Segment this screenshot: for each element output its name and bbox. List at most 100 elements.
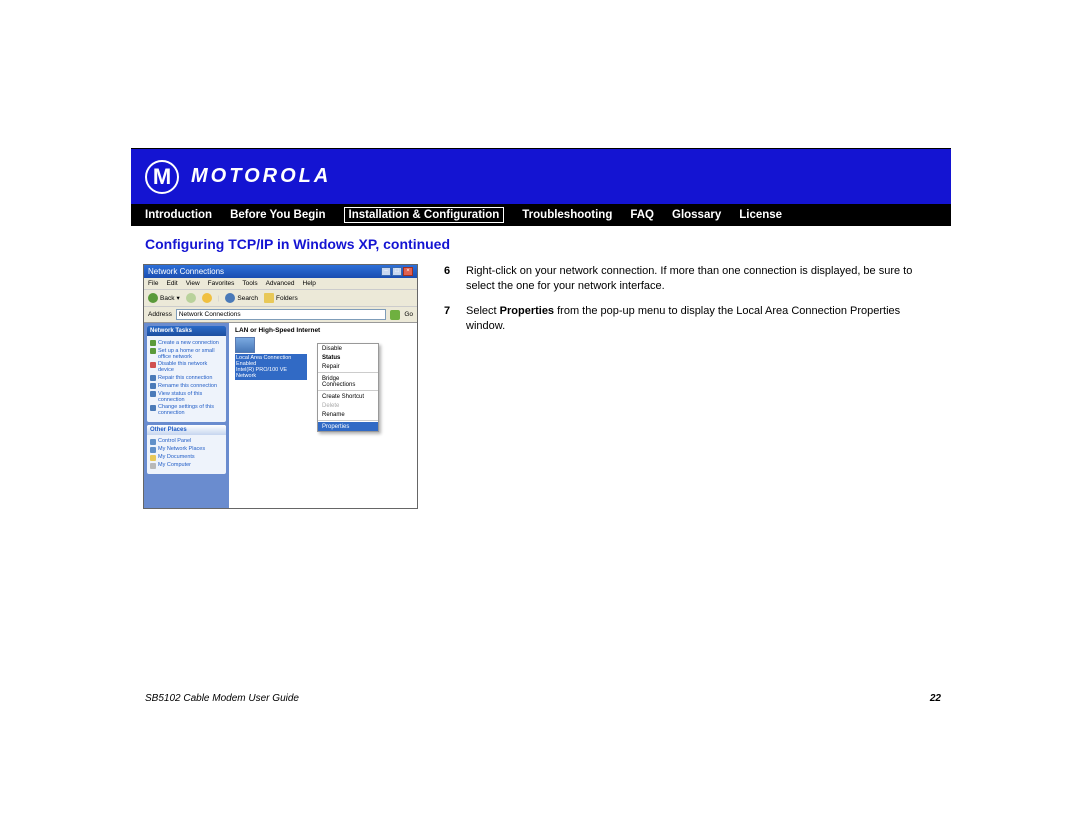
nav-glossary[interactable]: Glossary — [672, 209, 721, 221]
minimize-icon[interactable]: – — [381, 267, 391, 276]
menu-favorites[interactable]: Favorites — [208, 280, 235, 287]
main-pane: LAN or High-Speed Internet Local Area Co… — [229, 323, 417, 508]
folders-icon — [264, 293, 274, 303]
maximize-icon[interactable]: □ — [392, 267, 402, 276]
nav-troubleshooting[interactable]: Troubleshooting — [522, 209, 612, 221]
search-button[interactable]: Search — [225, 293, 258, 303]
place-item[interactable]: Control Panel — [150, 438, 223, 445]
step-text: Select Properties from the pop-up menu t… — [466, 304, 941, 334]
menu-file[interactable]: File — [148, 280, 158, 287]
window-titlebar: Network Connections – □ × — [144, 265, 417, 278]
task-icon — [150, 391, 156, 397]
ctx-delete: Delete — [318, 401, 378, 410]
toolbar: Back ▾ | Search Folders — [144, 290, 417, 307]
ctx-separator — [318, 372, 378, 373]
menu-bar: File Edit View Favorites Tools Advanced … — [144, 278, 417, 290]
ctx-separator — [318, 390, 378, 391]
ctx-repair[interactable]: Repair — [318, 362, 378, 371]
step-7: 7 Select Properties from the pop-up menu… — [444, 304, 941, 334]
task-item[interactable]: Repair this connection — [150, 375, 223, 382]
address-bar: Address Network Connections Go — [144, 307, 417, 323]
menu-help[interactable]: Help — [303, 280, 316, 287]
two-column-layout: Network Connections – □ × File Edit View… — [131, 264, 951, 509]
place-icon — [150, 463, 156, 469]
task-item[interactable]: Change settings of this connection — [150, 404, 223, 416]
task-item[interactable]: Create a new connection — [150, 340, 223, 347]
page-footer: SB5102 Cable Modem User Guide 22 — [145, 693, 951, 704]
folders-button[interactable]: Folders — [264, 293, 298, 303]
connection-item[interactable]: Local Area Connection Enabled Intel(R) P… — [235, 337, 307, 380]
ctx-shortcut[interactable]: Create Shortcut — [318, 392, 378, 401]
nav-bar: Introduction Before You Begin Installati… — [131, 204, 951, 226]
window-body: Network Tasks Create a new connection Se… — [144, 323, 417, 508]
task-item[interactable]: Set up a home or small office network — [150, 348, 223, 360]
task-item[interactable]: Disable this network device — [150, 361, 223, 373]
task-icon — [150, 362, 156, 368]
nav-before-you-begin[interactable]: Before You Begin — [230, 209, 325, 221]
nav-introduction[interactable]: Introduction — [145, 209, 212, 221]
category-label: LAN or High-Speed Internet — [235, 327, 411, 334]
menu-view[interactable]: View — [186, 280, 200, 287]
search-icon — [225, 293, 235, 303]
document-page: M MOTOROLA Introduction Before You Begin… — [131, 148, 951, 509]
step-number: 7 — [444, 304, 456, 334]
up-icon[interactable] — [202, 293, 212, 303]
back-button[interactable]: Back ▾ — [148, 293, 180, 303]
ctx-properties[interactable]: Properties — [318, 422, 378, 431]
step-number: 6 — [444, 264, 456, 294]
place-item[interactable]: My Computer — [150, 462, 223, 469]
side-pane: Network Tasks Create a new connection Se… — [144, 323, 229, 508]
ctx-disable[interactable]: Disable — [318, 344, 378, 353]
connection-icon — [235, 337, 255, 353]
nav-installation-configuration[interactable]: Installation & Configuration — [344, 207, 505, 223]
other-places-body: Control Panel My Network Places My Docum… — [147, 435, 226, 475]
ctx-bridge[interactable]: Bridge Connections — [318, 374, 378, 389]
motorola-logo-icon: M — [145, 160, 179, 194]
step-6: 6 Right-click on your network connection… — [444, 264, 941, 294]
content-area: Configuring TCP/IP in Windows XP, contin… — [131, 226, 951, 509]
context-menu: Disable Status Repair Bridge Connections… — [317, 343, 379, 432]
back-icon — [148, 293, 158, 303]
step-text: Right-click on your network connection. … — [466, 264, 941, 294]
network-tasks-header: Network Tasks — [147, 326, 226, 336]
task-icon — [150, 348, 156, 354]
windows-xp-screenshot: Network Connections – □ × File Edit View… — [143, 264, 418, 509]
instruction-steps: 6 Right-click on your network connection… — [444, 264, 951, 509]
connection-label-selected: Local Area Connection Enabled Intel(R) P… — [235, 354, 307, 380]
task-icon — [150, 383, 156, 389]
logo-letter: M — [153, 166, 171, 188]
nav-license[interactable]: License — [739, 209, 782, 221]
section-title: Configuring TCP/IP in Windows XP, contin… — [145, 236, 951, 252]
other-places-panel: Other Places Control Panel My Network Pl… — [147, 425, 226, 475]
ctx-separator — [318, 420, 378, 421]
network-tasks-panel: Network Tasks Create a new connection Se… — [147, 326, 226, 422]
address-label: Address — [148, 311, 172, 318]
place-icon — [150, 455, 156, 461]
task-icon — [150, 340, 156, 346]
other-places-header: Other Places — [147, 425, 226, 435]
menu-tools[interactable]: Tools — [242, 280, 257, 287]
menu-advanced[interactable]: Advanced — [266, 280, 295, 287]
nav-faq[interactable]: FAQ — [630, 209, 654, 221]
network-tasks-body: Create a new connection Set up a home or… — [147, 336, 226, 422]
ctx-rename[interactable]: Rename — [318, 410, 378, 419]
go-icon[interactable] — [390, 310, 400, 320]
task-item[interactable]: Rename this connection — [150, 383, 223, 390]
go-label: Go — [404, 311, 413, 318]
menu-edit[interactable]: Edit — [166, 280, 177, 287]
forward-icon[interactable] — [186, 293, 196, 303]
close-icon[interactable]: × — [403, 267, 413, 276]
task-icon — [150, 375, 156, 381]
window-buttons: – □ × — [381, 267, 413, 276]
address-input[interactable]: Network Connections — [176, 309, 386, 320]
brand-name: MOTOROLA — [191, 165, 331, 188]
place-item[interactable]: My Network Places — [150, 446, 223, 453]
brand-header: M MOTOROLA — [131, 148, 951, 204]
page-number: 22 — [930, 693, 951, 704]
window-title: Network Connections — [148, 267, 224, 276]
place-icon — [150, 439, 156, 445]
place-item[interactable]: My Documents — [150, 454, 223, 461]
task-item[interactable]: View status of this connection — [150, 391, 223, 403]
ctx-status[interactable]: Status — [318, 353, 378, 362]
place-icon — [150, 447, 156, 453]
